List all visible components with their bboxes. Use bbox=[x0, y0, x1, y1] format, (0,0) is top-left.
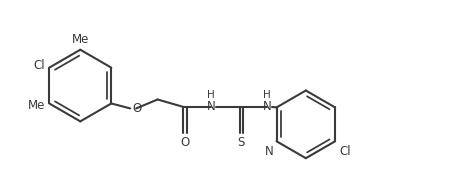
Text: H: H bbox=[207, 90, 215, 100]
Text: O: O bbox=[181, 136, 190, 149]
Text: Me: Me bbox=[72, 33, 89, 46]
Text: N: N bbox=[207, 100, 215, 113]
Text: O: O bbox=[132, 102, 141, 115]
Text: S: S bbox=[238, 136, 245, 149]
Text: Cl: Cl bbox=[339, 145, 351, 158]
Text: Me: Me bbox=[28, 100, 46, 112]
Text: N: N bbox=[263, 100, 272, 113]
Text: N: N bbox=[265, 145, 274, 158]
Text: Cl: Cl bbox=[34, 59, 46, 72]
Text: H: H bbox=[263, 90, 271, 100]
